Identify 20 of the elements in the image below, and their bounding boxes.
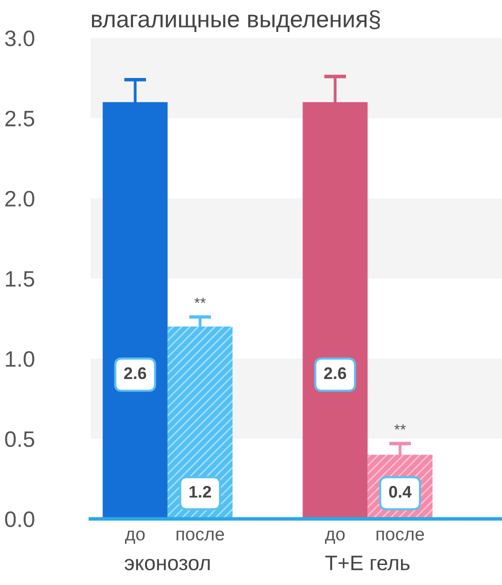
x-tick-label: после — [176, 530, 224, 540]
x-tick-label: после — [376, 530, 424, 540]
y-tick-label: 3.0 — [5, 30, 34, 46]
data-label: 2.6 — [124, 367, 146, 380]
text: T+E гель — [325, 556, 410, 570]
data-label: 0.4 — [389, 486, 412, 498]
chart-title: влагалищные выделения§ — [92, 10, 380, 32]
y-tick-label: 0.5 — [5, 431, 34, 448]
y-tick-label: 2.5 — [5, 110, 34, 126]
y-tick-label: 1.5 — [6, 271, 34, 287]
annotation: ** — [194, 298, 206, 304]
x-tick-label: до — [325, 530, 345, 544]
y-tick-label: 0.0 — [5, 511, 34, 528]
annotation: ** — [394, 424, 406, 430]
y-tick-label: 2.0 — [5, 190, 34, 207]
data-label: 1.2 — [190, 486, 212, 498]
x-tick-label: до — [125, 530, 145, 544]
y-tick-label: 1.0 — [6, 351, 34, 367]
data-label: 2.6 — [324, 367, 346, 380]
text: эконозол — [124, 558, 210, 570]
